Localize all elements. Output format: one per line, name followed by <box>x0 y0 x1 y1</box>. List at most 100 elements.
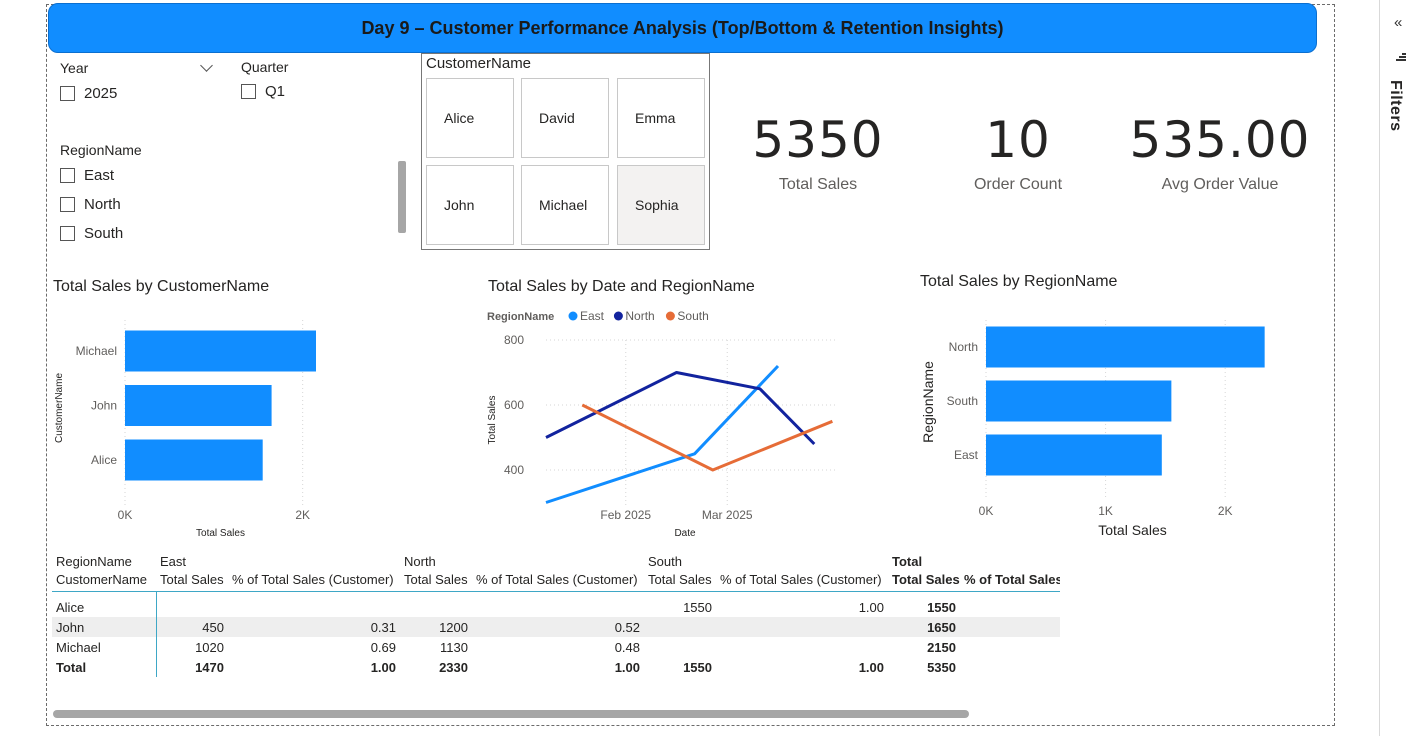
region-option-east[interactable]: East <box>60 167 114 184</box>
matrix-cell: 1550 <box>927 599 956 615</box>
category-label: Michael <box>76 344 117 358</box>
legend-label: South <box>677 309 708 323</box>
matrix-header-row-region: RegionName East North South Total <box>52 548 1060 569</box>
customer-tile-emma[interactable]: Emma <box>617 78 705 158</box>
total-sales-card-label: Total Sales <box>778 176 858 193</box>
y-axis-title: CustomerName <box>54 373 65 443</box>
category-label: North <box>949 340 978 354</box>
region-sales-chart-title: Total Sales by RegionName <box>920 273 1118 290</box>
sales-by-date-line-chart: 400 600 800 Feb 2025 Mar 2025 RegionName East N… <box>487 309 836 539</box>
matrix-header-cell[interactable]: South <box>648 554 682 569</box>
sales-matrix: RegionName East North South Total Custom… <box>52 548 1060 683</box>
checkbox[interactable] <box>241 84 256 99</box>
customer-slicer-title: CustomerName <box>426 55 532 72</box>
y-axis-title: RegionName <box>920 361 936 443</box>
matrix-header-cell[interactable]: Total Sales <box>156 569 228 592</box>
matrix-header-row-measures: CustomerName Total Sales % of Total Sale… <box>52 569 1060 592</box>
quarter-slicer-title: Quarter <box>241 59 289 75</box>
avg-order-value-card-value: 535.00 <box>1129 111 1311 169</box>
matrix-header-cell[interactable]: Total Sales <box>888 569 960 592</box>
total-sales-card-value: 5350 <box>752 111 884 169</box>
legend-label: North <box>625 309 654 323</box>
customer-sales-bar-chart: 0K 2K Michael John Alice Total Sales CustomerN… <box>54 320 316 539</box>
x-tick-label: 0K <box>118 508 133 522</box>
customer-tile-alice[interactable]: Alice <box>426 78 514 158</box>
legend-title: RegionName <box>487 311 554 323</box>
x-axis-title: Total Sales <box>1098 522 1166 538</box>
filters-pane-label[interactable]: Filters <box>1387 80 1404 132</box>
series-line <box>581 403 833 472</box>
region-slicer-scrollbar[interactable] <box>398 161 406 233</box>
matrix-row-header[interactable]: John <box>52 617 157 637</box>
region-sales-bar-chart: 0K 1K 2K North South East Total Sales RegionNam… <box>920 320 1265 538</box>
matrix-cell <box>472 597 644 617</box>
customer-tile-john[interactable]: John <box>426 165 514 245</box>
matrix-cell <box>400 597 472 617</box>
matrix-cell <box>960 637 1060 657</box>
legend-marker <box>568 311 578 321</box>
checkbox[interactable] <box>60 197 75 212</box>
checkbox[interactable] <box>60 226 75 241</box>
matrix-header-cell[interactable]: % of Total Sales (Customer) <box>716 569 888 592</box>
matrix-cell: 5350 <box>927 659 956 675</box>
tile-label: Emma <box>635 110 676 126</box>
date-region-chart-title: Total Sales by Date and RegionName <box>488 278 755 295</box>
tile-label: David <box>539 110 575 126</box>
double-chevron-left-icon[interactable]: « <box>1394 14 1403 31</box>
quarter-option-label: Q1 <box>265 83 286 100</box>
customer-tile-michael[interactable]: Michael <box>521 165 609 245</box>
region-option-south[interactable]: South <box>60 225 123 242</box>
category-label: Alice <box>91 453 117 467</box>
region-option-label: East <box>84 167 115 184</box>
legend-label: East <box>580 309 605 323</box>
matrix-cell: 0.48 <box>614 639 640 655</box>
matrix-header-cell[interactable]: East <box>160 554 187 569</box>
x-axis-title: Date <box>674 528 696 539</box>
x-tick-label: Mar 2025 <box>702 508 753 522</box>
year-slicer-title: Year <box>60 60 89 76</box>
checkbox[interactable] <box>60 86 75 101</box>
region-option-north[interactable]: North <box>60 196 121 213</box>
matrix-header-cell[interactable]: Total Sales <box>644 569 716 592</box>
matrix-cell: 1.00 <box>858 599 884 615</box>
filters-pane-collapsed[interactable] <box>1379 0 1420 736</box>
customer-tile-sophia[interactable]: Sophia <box>617 165 705 245</box>
y-axis-title: Total Sales <box>487 396 498 445</box>
matrix-cell: 1.00 <box>614 659 640 675</box>
x-tick-label: 1K <box>1098 504 1113 518</box>
year-option-label: 2025 <box>84 85 118 102</box>
bar <box>125 385 272 426</box>
matrix-cell <box>960 597 1060 617</box>
order-count-card-value: 10 <box>985 111 1051 169</box>
x-axis-title: Total Sales <box>196 528 245 539</box>
matrix-cell: 1.00 <box>858 659 884 675</box>
matrix-header-cell: Total <box>892 554 923 569</box>
matrix-horizontal-scrollbar[interactable] <box>53 710 969 718</box>
year-option-2025[interactable]: 2025 <box>60 85 117 102</box>
quarter-option-q1[interactable]: Q1 <box>241 83 285 100</box>
matrix-cell: 1.00 <box>370 659 396 675</box>
y-tick-label: 400 <box>504 463 524 477</box>
matrix-cell <box>228 597 400 617</box>
matrix-row-header[interactable]: Alice <box>52 597 157 617</box>
matrix-header-cell[interactable]: CustomerName <box>52 569 156 592</box>
customer-tile-david[interactable]: David <box>521 78 609 158</box>
matrix-header-cell[interactable]: % of Total Sales (Customer) <box>228 569 400 592</box>
matrix-row-header[interactable]: Michael <box>52 637 157 657</box>
checkbox[interactable] <box>60 168 75 183</box>
matrix-row-header: Total <box>52 657 157 677</box>
matrix-header-cell[interactable]: % of Total Sales (Customer) <box>472 569 644 592</box>
category-label: John <box>91 399 117 413</box>
report-title: Day 9 – Customer Performance Analysis (T… <box>361 17 1004 38</box>
matrix-header-cell[interactable]: % of Total Sales <box>960 569 1060 592</box>
tile-label: John <box>444 197 475 213</box>
matrix-cell: 0.31 <box>228 617 400 637</box>
matrix-header-cell[interactable]: North <box>404 554 436 569</box>
order-count-card-label: Order Count <box>973 176 1063 193</box>
report-title-banner: Day 9 – Customer Performance Analysis (T… <box>48 3 1317 53</box>
legend-marker <box>665 311 675 321</box>
matrix-header-cell[interactable]: Total Sales <box>400 569 472 592</box>
filter-icon <box>1396 52 1406 62</box>
bar <box>125 439 263 481</box>
